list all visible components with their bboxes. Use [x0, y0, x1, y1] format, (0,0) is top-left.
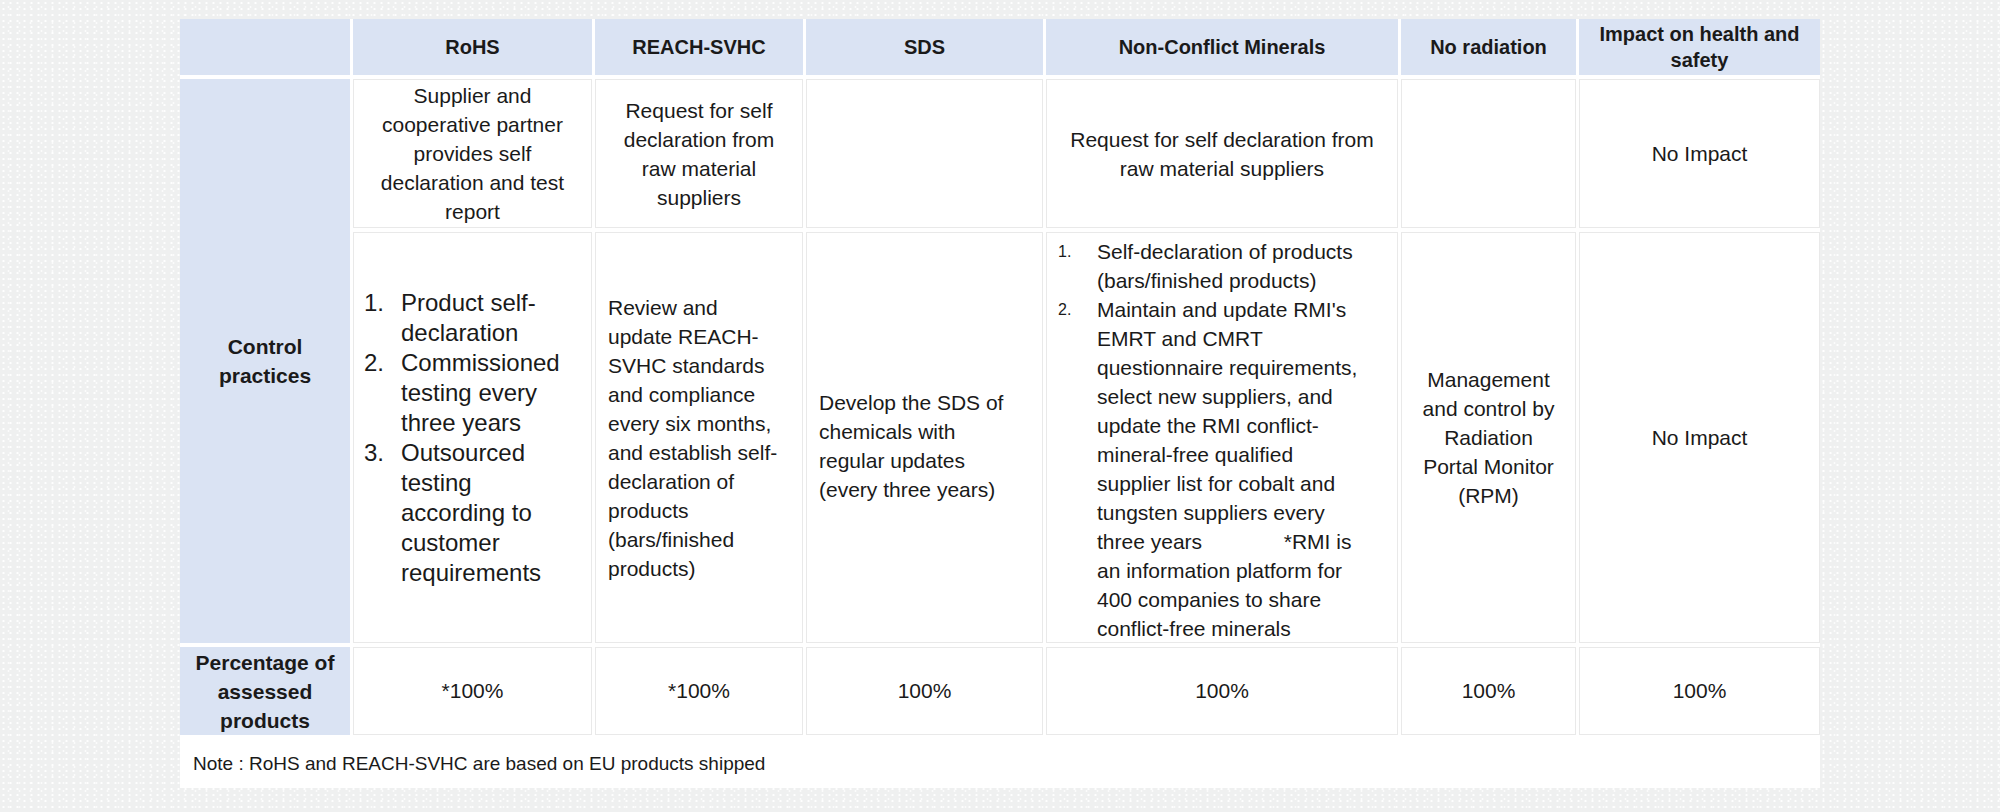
header-reach-svhc: REACH-SVHC [595, 19, 803, 75]
list-item: 2.Maintain and update RMI's EMRT and CMR… [1047, 295, 1397, 643]
header-blank [180, 19, 350, 75]
cell-declaration-reach: Request for self declaration from raw ma… [595, 79, 803, 228]
cell-declaration-ncm: Request for self declaration from raw ma… [1046, 79, 1398, 228]
cell-percentage-sds: 100% [806, 647, 1043, 735]
header-non-conflict-minerals: Non-Conflict Minerals [1046, 19, 1398, 75]
cell-control-sds: Develop the SDS of chemicals with regula… [806, 232, 1043, 643]
compliance-table: RoHS REACH-SVHC SDS Non-Conflict Mineral… [180, 19, 1820, 788]
cell-percentage-rohs: *100% [353, 647, 592, 735]
header-no-radiation: No radiation [1401, 19, 1576, 75]
row-label-percentage-assessed: Percentage of assessed products [180, 647, 350, 735]
cell-declaration-impact: No Impact [1579, 79, 1820, 228]
list-item: 2.Commissioned testing every three years [354, 348, 591, 438]
list-item: 1.Product self- declaration [354, 288, 591, 348]
cell-percentage-ncm: 100% [1046, 647, 1398, 735]
header-sds: SDS [806, 19, 1043, 75]
cell-control-radiation: Management and control by Radiation Port… [1401, 232, 1576, 643]
table-note: Note : RoHS and REACH-SVHC are based on … [180, 739, 1820, 788]
header-rohs: RoHS [353, 19, 592, 75]
cell-control-reach: Review and update REACH- SVHC standards … [595, 232, 803, 643]
list-item: 3.Outsourced testing according to custom… [354, 438, 591, 588]
cell-control-impact: No Impact [1579, 232, 1820, 643]
cell-control-ncm-list: 1.Self-declaration of products (bars/fin… [1046, 232, 1398, 643]
row-label-control-practices: Control practices [180, 79, 350, 643]
list-item: 1.Self-declaration of products (bars/fin… [1047, 237, 1397, 295]
cell-declaration-rohs: Supplier and cooperative partner provide… [353, 79, 592, 228]
cell-declaration-sds-empty [806, 79, 1043, 228]
cell-control-rohs-list: 1.Product self- declaration2.Commissione… [353, 232, 592, 643]
cell-percentage-impact: 100% [1579, 647, 1820, 735]
header-impact-health-safety: Impact on health and safety [1579, 19, 1820, 75]
cell-declaration-radiation-empty [1401, 79, 1576, 228]
cell-percentage-reach: *100% [595, 647, 803, 735]
cell-percentage-radiation: 100% [1401, 647, 1576, 735]
